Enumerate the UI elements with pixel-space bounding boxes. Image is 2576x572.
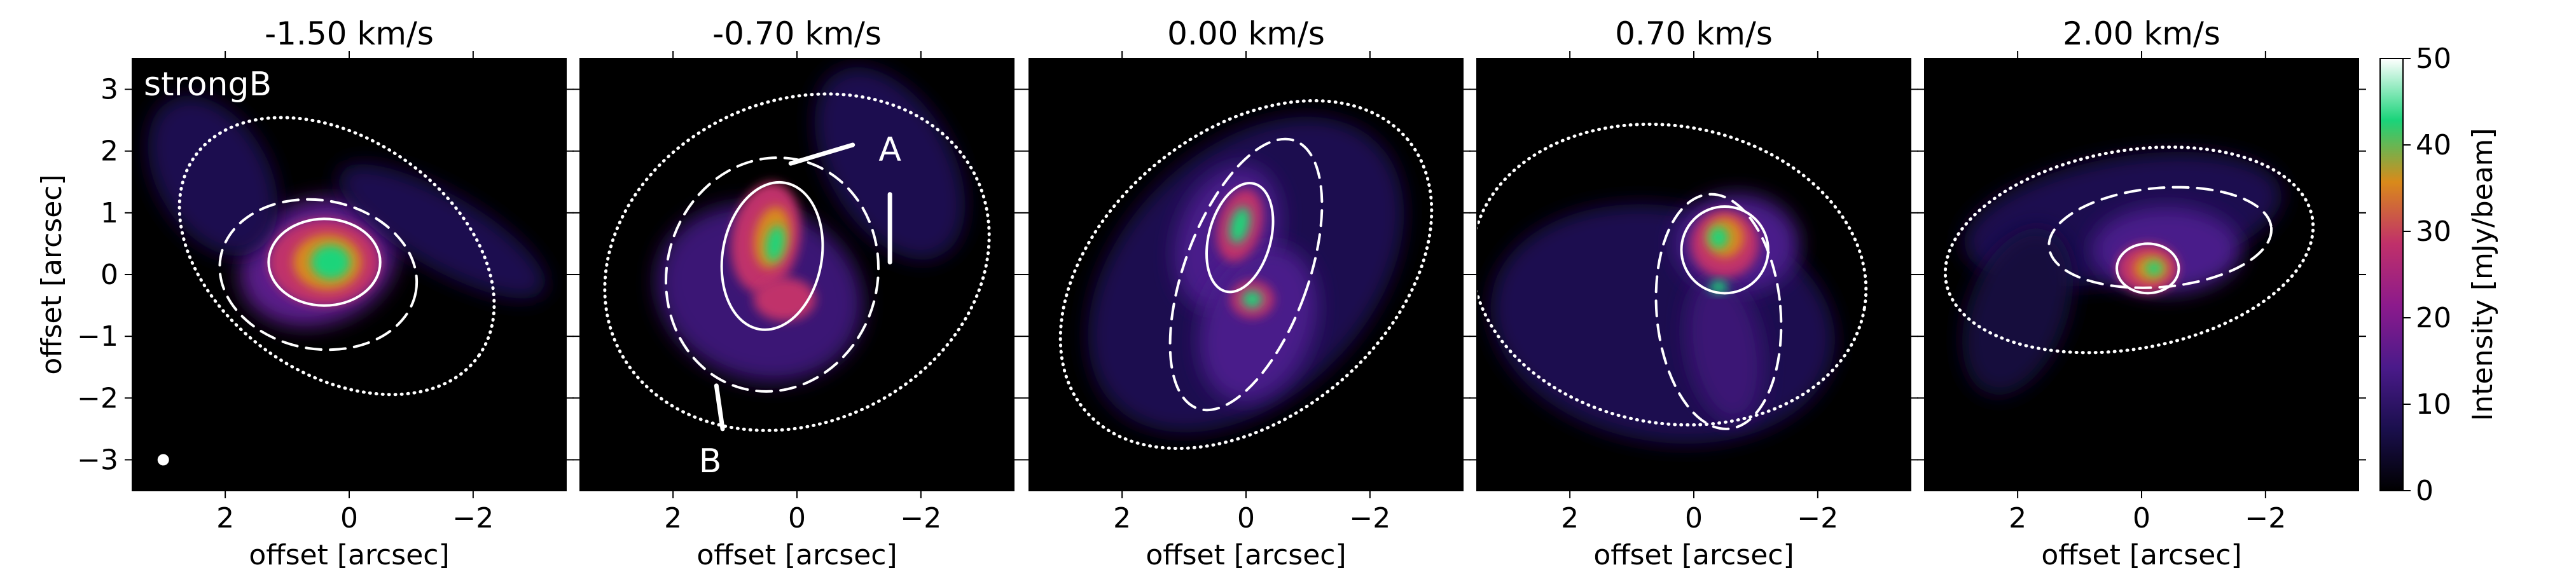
contour-dotted: [1477, 122, 1868, 427]
contour-dotted: [177, 116, 496, 397]
feature-marker-line: [788, 142, 855, 166]
feature-label: A: [878, 130, 901, 168]
x-axis-label: offset [arcsec]: [696, 539, 897, 571]
x-tick-label: 0: [340, 502, 358, 535]
contour-dotted: [1943, 145, 2315, 355]
colorbar-label: Intensity [mJy/beam]: [2467, 128, 2499, 421]
contour-dashed: [2047, 186, 2273, 289]
emission-blob: [1199, 245, 1318, 402]
emission-map: [603, 67, 991, 432]
colorbar: 0 10 20 30 40 50 Intensity [mJy/beam]: [2379, 43, 2499, 507]
x-tick-label: 0: [2133, 502, 2150, 535]
x-axis-label: offset [arcsec]: [1593, 539, 1794, 571]
emission-blob: [1708, 226, 1729, 249]
colorbar-tick-label: 50: [2416, 43, 2451, 75]
x-tick-label: 2: [2009, 502, 2026, 535]
y-axis-label: offset [arcsec]: [36, 174, 68, 374]
panel-title: -0.70 km/s: [712, 15, 882, 52]
x-tick-label: −2: [900, 502, 941, 535]
contour-solid: [720, 180, 824, 331]
y-tick-label: 1: [100, 197, 118, 229]
x-tick-label: 2: [216, 502, 234, 535]
x-tick-label: 0: [1685, 502, 1703, 535]
panel-title: 2.00 km/s: [2063, 15, 2220, 52]
contour-dashed: [665, 156, 880, 393]
emission-blob: [338, 164, 546, 299]
feature-label: B: [699, 442, 722, 480]
contour-solid: [1205, 182, 1275, 294]
x-tick-label: −2: [2245, 502, 2286, 535]
x-tick-label: −2: [1797, 502, 1838, 535]
emission-map: [1477, 122, 1868, 444]
y-tick-label: −3: [77, 444, 118, 476]
panel-title: 0.00 km/s: [1167, 15, 1325, 52]
x-tick-label: 2: [1561, 502, 1579, 535]
x-tick-label: 0: [1237, 502, 1255, 535]
emission-blob: [310, 245, 350, 280]
contour-dashed: [1654, 193, 1783, 430]
y-tick-label: 3: [100, 74, 118, 106]
emission-blob: [765, 225, 786, 262]
x-tick-label: 2: [1113, 502, 1131, 535]
colorbar-tick-label: 10: [2416, 388, 2451, 421]
x-tick-label: −2: [1349, 502, 1390, 535]
y-tick-label: 2: [100, 135, 118, 168]
x-axis-label: offset [arcsec]: [2041, 539, 2241, 571]
colorbar-gradient: [2380, 58, 2403, 491]
panel-annotation: strongB: [144, 65, 272, 104]
emission-blob: [148, 95, 278, 256]
emission-map: [1943, 145, 2315, 395]
emission-map: [1058, 99, 1434, 451]
panel-title: -1.50 km/s: [265, 15, 434, 52]
colorbar-tick-label: 20: [2416, 302, 2451, 334]
colorbar-frame: [2379, 58, 2404, 491]
emission-blob: [753, 277, 816, 321]
emission-blob: [814, 67, 966, 260]
x-tick-label: −2: [452, 502, 494, 535]
y-tick-label: 0: [100, 259, 118, 291]
emission-blob: [1229, 207, 1250, 243]
emission-blob: [1686, 275, 1764, 423]
panels-group: -1.50 km/s strongB 2 0 −2 3 2 1 0 −1 −2 −3 offset [a…: [36, 15, 2366, 571]
contour-dashed: [1168, 137, 1324, 412]
contour-dashed: [218, 198, 419, 351]
contour-solid: [2116, 242, 2180, 295]
contour-solid: [267, 217, 382, 307]
contour-dotted: [1058, 99, 1434, 451]
emission-blob: [1962, 228, 2073, 395]
emission-blob: [1709, 280, 1728, 294]
colorbar-tick-label: 30: [2416, 215, 2451, 248]
x-tick-label: 0: [788, 502, 806, 535]
y-tick-label: −1: [77, 320, 118, 353]
panel-0: -1.50 km/s strongB 2 0 −2 3 2 1 0 −1 −2 −3 offset [a…: [36, 15, 574, 571]
contour-solid: [1680, 205, 1769, 295]
x-axis-label: offset [arcsec]: [1146, 539, 1346, 571]
emission-map: [148, 95, 546, 397]
x-tick-label: 2: [664, 502, 682, 535]
emission-blob: [2145, 261, 2163, 276]
colorbar-tick-label: 0: [2416, 475, 2434, 507]
contour-dotted: [603, 92, 991, 432]
colorbar-tick-label: 40: [2416, 129, 2451, 161]
x-axis-label: offset [arcsec]: [249, 539, 449, 571]
feature-marker-line: [714, 383, 725, 432]
panel-title: 0.70 km/s: [1615, 15, 1773, 52]
y-tick-label: −2: [77, 382, 118, 414]
emission-blob: [1242, 290, 1263, 308]
beam-marker: [157, 454, 169, 466]
